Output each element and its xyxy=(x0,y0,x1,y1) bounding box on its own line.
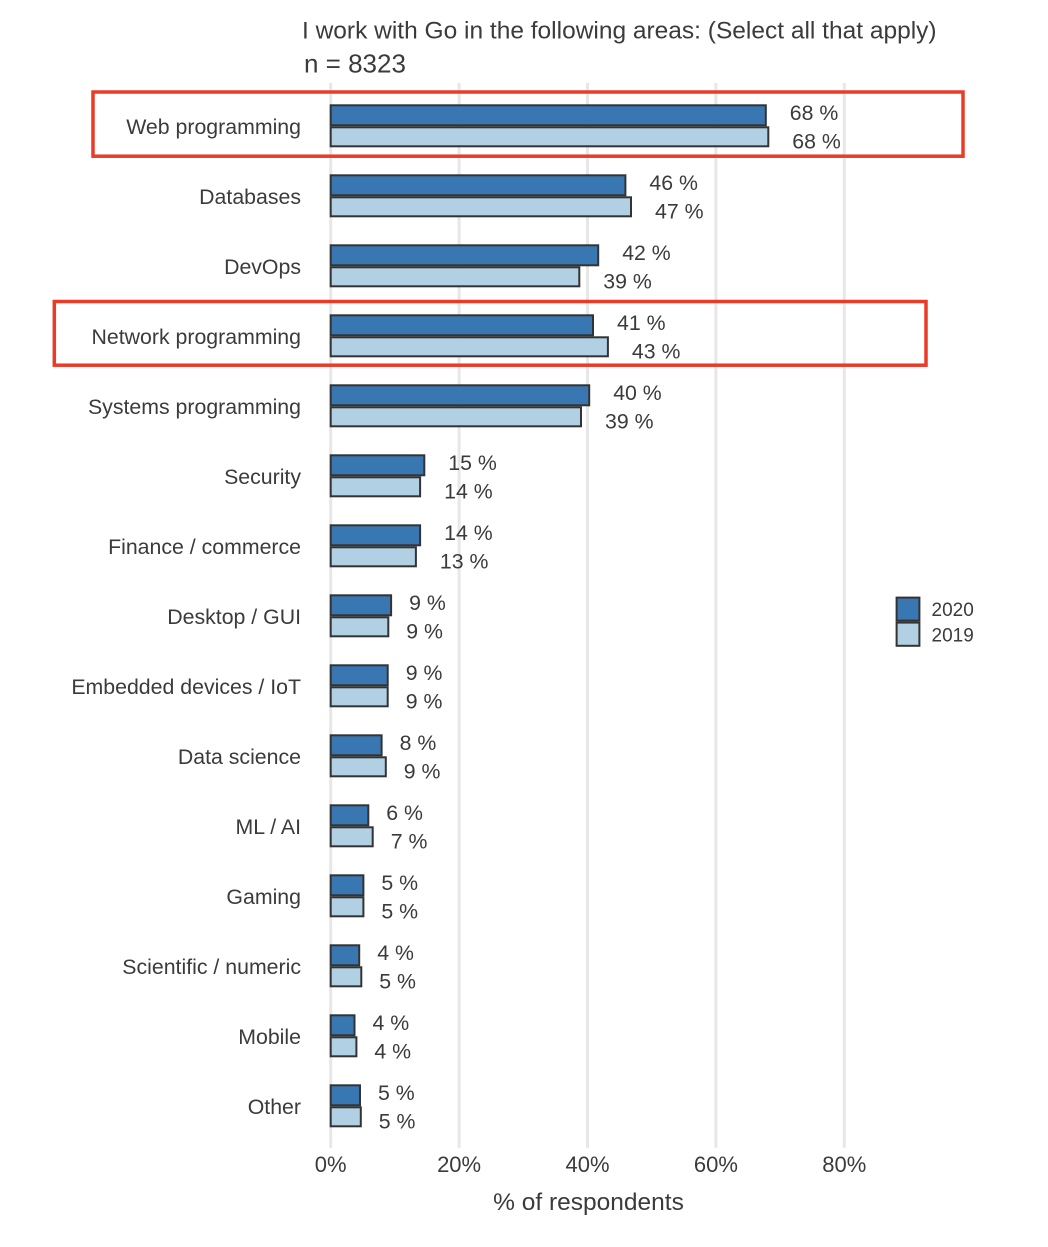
svg-text:14 %: 14 % xyxy=(444,479,493,503)
svg-text:4 %: 4 % xyxy=(377,941,414,965)
svg-text:DevOps: DevOps xyxy=(224,255,301,279)
svg-text:5 %: 5 % xyxy=(379,1109,416,1133)
svg-text:n = 8323: n = 8323 xyxy=(304,49,406,79)
svg-text:15 %: 15 % xyxy=(448,451,497,475)
svg-text:5 %: 5 % xyxy=(381,871,418,895)
svg-text:Other: Other xyxy=(248,1095,301,1119)
svg-text:42 %: 42 % xyxy=(622,241,671,265)
svg-text:9 %: 9 % xyxy=(406,689,443,713)
svg-text:Finance / commerce: Finance / commerce xyxy=(108,535,301,559)
svg-text:ML / AI: ML / AI xyxy=(236,815,302,839)
svg-text:68 %: 68 % xyxy=(792,129,841,153)
svg-text:5 %: 5 % xyxy=(378,1081,415,1105)
svg-text:68 %: 68 % xyxy=(790,101,839,125)
svg-text:I work with Go in the followin: I work with Go in the following areas: (… xyxy=(302,18,937,45)
svg-text:0%: 0% xyxy=(315,1152,347,1177)
svg-text:Databases: Databases xyxy=(199,185,301,209)
svg-text:13 %: 13 % xyxy=(440,549,489,573)
svg-text:% of respondents: % of respondents xyxy=(493,1189,684,1216)
svg-text:80%: 80% xyxy=(822,1152,866,1177)
svg-text:46 %: 46 % xyxy=(649,171,698,195)
svg-text:Desktop / GUI: Desktop / GUI xyxy=(167,605,301,629)
svg-text:40 %: 40 % xyxy=(613,381,662,405)
svg-text:Data science: Data science xyxy=(178,745,301,769)
svg-text:8 %: 8 % xyxy=(400,731,437,755)
svg-text:Gaming: Gaming xyxy=(226,885,301,909)
svg-text:5 %: 5 % xyxy=(379,969,416,993)
svg-text:Security: Security xyxy=(224,465,301,489)
svg-text:9 %: 9 % xyxy=(406,619,443,643)
svg-text:2019: 2019 xyxy=(932,625,974,646)
svg-text:Scientific / numeric: Scientific / numeric xyxy=(122,955,301,979)
svg-text:47 %: 47 % xyxy=(655,199,704,223)
svg-text:43 %: 43 % xyxy=(632,339,681,363)
svg-text:60%: 60% xyxy=(694,1152,738,1177)
svg-text:9 %: 9 % xyxy=(404,759,441,783)
svg-text:4 %: 4 % xyxy=(373,1011,410,1035)
svg-text:39 %: 39 % xyxy=(605,409,654,433)
svg-text:Web programming: Web programming xyxy=(126,115,301,139)
svg-text:39 %: 39 % xyxy=(603,269,652,293)
svg-text:6 %: 6 % xyxy=(386,801,423,825)
svg-text:7 %: 7 % xyxy=(391,829,428,853)
svg-text:9 %: 9 % xyxy=(409,591,446,615)
svg-text:Network programming: Network programming xyxy=(92,325,302,349)
svg-text:9 %: 9 % xyxy=(406,661,443,685)
svg-text:5 %: 5 % xyxy=(381,899,418,923)
svg-text:4 %: 4 % xyxy=(374,1039,411,1063)
svg-text:20%: 20% xyxy=(437,1152,481,1177)
svg-text:2020: 2020 xyxy=(932,600,974,621)
svg-text:14 %: 14 % xyxy=(444,521,493,545)
svg-text:40%: 40% xyxy=(565,1152,609,1177)
svg-text:41 %: 41 % xyxy=(617,311,666,335)
svg-text:Mobile: Mobile xyxy=(238,1025,301,1049)
svg-text:Embedded devices / IoT: Embedded devices / IoT xyxy=(71,675,301,699)
svg-text:Systems programming: Systems programming xyxy=(88,395,301,419)
